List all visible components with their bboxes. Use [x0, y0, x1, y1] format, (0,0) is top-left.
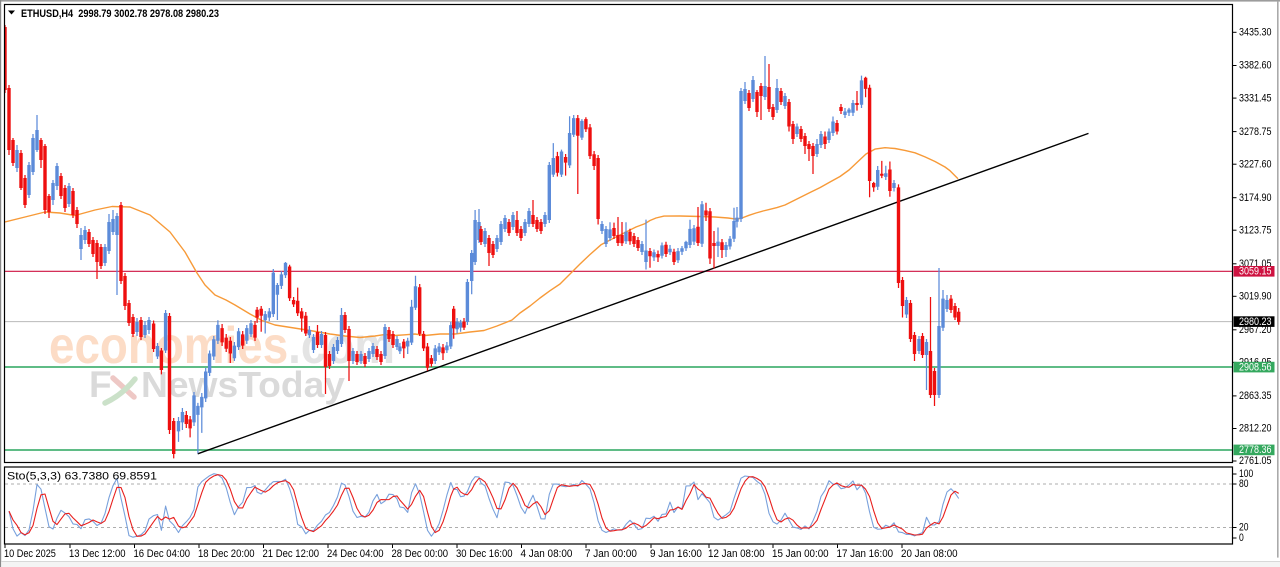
- svg-text:2863.35: 2863.35: [1239, 390, 1272, 402]
- svg-text:3278.75: 3278.75: [1239, 126, 1272, 138]
- svg-text:Sto(5,3,3) 63.7380 69.8591: Sto(5,3,3) 63.7380 69.8591: [7, 471, 157, 483]
- svg-text:4 Jan 08:00: 4 Jan 08:00: [521, 548, 573, 560]
- svg-text:3059.15: 3059.15: [1239, 266, 1272, 278]
- svg-text:0: 0: [1239, 532, 1244, 544]
- svg-text:3331.45: 3331.45: [1239, 92, 1272, 104]
- svg-text:2812.20: 2812.20: [1239, 423, 1272, 435]
- svg-text:3382.60: 3382.60: [1239, 60, 1272, 72]
- svg-text:18 Dec 20:00: 18 Dec 20:00: [198, 548, 255, 560]
- svg-text:ETHUSD,H4 2998.79 3002.78 297: ETHUSD,H4 2998.79 3002.78 2978.08 2980.2…: [21, 8, 219, 20]
- svg-text:20: 20: [1239, 522, 1249, 534]
- svg-text:7 Jan 00:00: 7 Jan 00:00: [585, 548, 637, 560]
- svg-text:15 Jan 00:00: 15 Jan 00:00: [772, 548, 829, 560]
- svg-text:2967.20: 2967.20: [1239, 324, 1272, 336]
- svg-text:100: 100: [1239, 468, 1253, 480]
- svg-text:21 Dec 12:00: 21 Dec 12:00: [263, 548, 320, 560]
- svg-text:2980.23: 2980.23: [1239, 316, 1272, 328]
- svg-text:2761.05: 2761.05: [1239, 455, 1272, 467]
- svg-text:10 Dec 2025: 10 Dec 2025: [4, 548, 56, 560]
- svg-text:17 Jan 16:00: 17 Jan 16:00: [837, 548, 894, 560]
- svg-text:3435.30: 3435.30: [1239, 27, 1272, 39]
- svg-text:F: F: [89, 364, 112, 405]
- svg-text:24 Dec 04:00: 24 Dec 04:00: [327, 548, 384, 560]
- svg-text:2908.56: 2908.56: [1239, 361, 1272, 373]
- svg-text:20 Jan 08:00: 20 Jan 08:00: [901, 548, 958, 560]
- svg-text:12 Jan 08:00: 12 Jan 08:00: [708, 548, 765, 560]
- svg-text:80: 80: [1239, 478, 1249, 490]
- svg-text:30 Dec 16:00: 30 Dec 16:00: [456, 548, 513, 560]
- svg-text:16 Dec 04:00: 16 Dec 04:00: [134, 548, 191, 560]
- svg-text:3174.90: 3174.90: [1239, 192, 1272, 204]
- svg-text:3227.60: 3227.60: [1239, 158, 1272, 170]
- svg-text:9 Jan 16:00: 9 Jan 16:00: [650, 548, 702, 560]
- svg-text:13 Dec 12:00: 13 Dec 12:00: [69, 548, 126, 560]
- svg-text:3019.90: 3019.90: [1239, 291, 1272, 303]
- svg-text:2778.36: 2778.36: [1239, 444, 1272, 456]
- svg-text:28 Dec 00:00: 28 Dec 00:00: [392, 548, 449, 560]
- svg-text:NewsToday: NewsToday: [141, 364, 345, 405]
- svg-text:3123.75: 3123.75: [1239, 224, 1272, 236]
